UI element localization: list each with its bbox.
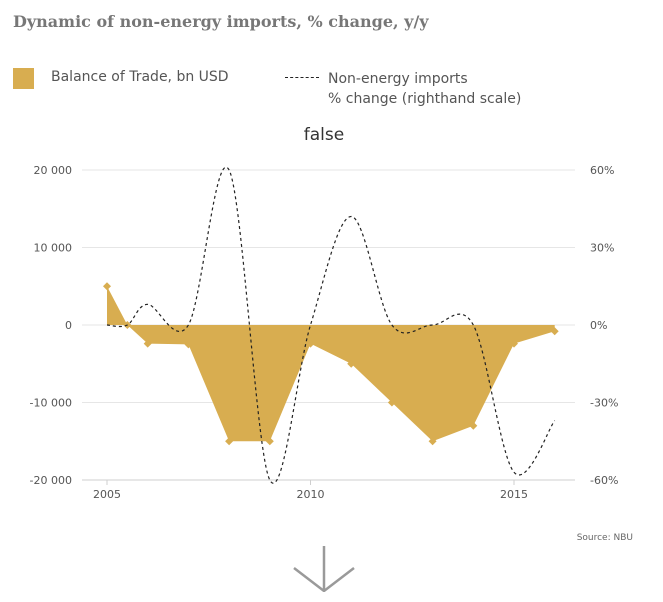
balance-area xyxy=(107,286,555,442)
balance-marker xyxy=(184,340,193,349)
source-note: Source: NBU xyxy=(576,533,633,543)
y-left-tick-label: -10 000 xyxy=(30,397,72,410)
y-right-tick-label: -60% xyxy=(590,474,618,487)
imports-line xyxy=(106,166,556,484)
balance-marker xyxy=(103,282,111,291)
balance-marker xyxy=(143,339,152,348)
balance-marker xyxy=(469,421,478,430)
legend-label-imports-line1: Non-energy imports xyxy=(328,71,468,87)
balance-marker xyxy=(387,398,396,407)
legend-swatch-balance xyxy=(13,68,34,89)
balance-marker xyxy=(306,339,315,348)
y-right-tick-label: 0% xyxy=(590,319,607,332)
x-tick-label: 2010 xyxy=(297,488,325,501)
y-left-tick-label: 0 xyxy=(65,319,72,332)
balance-marker xyxy=(265,437,274,446)
balance-marker xyxy=(510,339,518,348)
axis-labels: 20 000 10 000 0 -10 000 -20 000 60% 30% 0% -30% -… xyxy=(30,164,619,501)
y-left-tick-label: -20 000 xyxy=(30,474,72,487)
balance-marker xyxy=(550,327,559,336)
x-tick-label: 2005 xyxy=(93,488,121,501)
legend: Balance of Trade, bn USD Non-energy impo… xyxy=(13,66,653,110)
chart-title: Dynamic of non-energy imports, % change,… xyxy=(13,12,429,31)
balance-marker xyxy=(225,437,234,446)
x-tick-label: 2015 xyxy=(500,488,528,501)
balance-markers xyxy=(103,282,559,446)
y-right-tick-label: 60% xyxy=(590,164,614,177)
balance-area-shape xyxy=(107,286,555,442)
y-right-tick-label: 30% xyxy=(590,242,614,255)
balance-marker xyxy=(428,437,437,446)
legend-label-imports[interactable]: Non-energy imports % change (righthand s… xyxy=(328,69,521,109)
y-right-tick-label: -30% xyxy=(590,397,618,410)
legend-label-balance[interactable]: Balance of Trade, bn USD xyxy=(51,69,229,85)
chevron-down-arrow-icon[interactable] xyxy=(291,546,357,592)
legend-dash-imports xyxy=(285,77,319,78)
legend-label-imports-line2: % change (righthand scale) xyxy=(328,91,522,107)
chart-plot: false 20 000 10 000 0 -10 000 -20 000 60% 30% 0… xyxy=(30,125,619,501)
y-left-tick-label: 10 000 xyxy=(34,242,73,255)
imports-line-path xyxy=(106,166,556,484)
chart-heading: false xyxy=(304,125,344,145)
balance-marker xyxy=(347,359,356,368)
y-left-tick-label: 20 000 xyxy=(34,164,73,177)
